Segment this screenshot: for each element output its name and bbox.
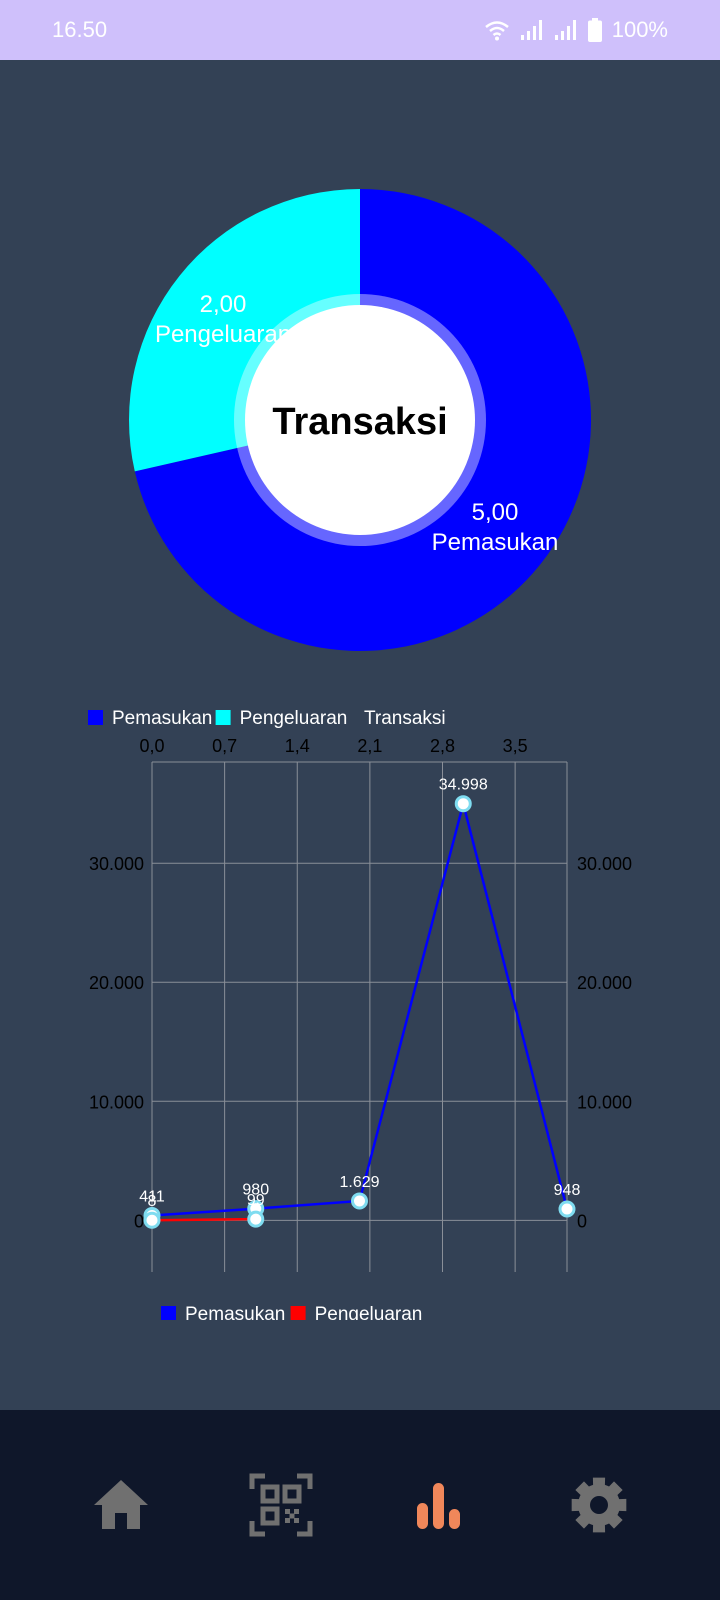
battery-icon (587, 18, 602, 42)
donut-slice-value-label: 2,00 (200, 291, 247, 318)
legend-swatch (88, 710, 103, 725)
legend-label: Pemasukan (112, 708, 212, 729)
x-tick-label: 3,5 (503, 736, 528, 756)
x-tick-label: 0,0 (139, 736, 164, 756)
y-tick-label-right: 20.000 (577, 973, 632, 993)
y-tick-label-left: 30.000 (89, 854, 144, 874)
y-tick-label-right: 10.000 (577, 1092, 632, 1112)
x-tick-label: 0,7 (212, 736, 237, 756)
status-bar: 16.50 (0, 0, 720, 60)
x-tick-label: 2,1 (357, 736, 382, 756)
y-tick-label-left: 10.000 (89, 1092, 144, 1112)
donut-slice-pengeluaran[interactable] (129, 189, 360, 472)
donut-chart[interactable]: Transaksi 5,00 Pemasukan 2,00 Pengeluaran (0, 60, 720, 680)
status-time: 16.50 (52, 17, 108, 42)
series-line-pemasukan (151, 798, 569, 1217)
legend-swatch (161, 1306, 176, 1320)
data-point[interactable] (247, 1210, 265, 1228)
data-label: 8 (148, 1193, 157, 1210)
y-tick-label-left: 20.000 (89, 973, 144, 993)
donut-slice-name-label: Pengeluaran (155, 321, 291, 348)
donut-slice-pemasukan[interactable] (134, 189, 591, 651)
data-point[interactable] (143, 1211, 161, 1229)
x-tick-label: 2,8 (430, 736, 455, 756)
donut-hole (245, 305, 475, 535)
signal-icon (520, 19, 544, 41)
home-icon (94, 1480, 148, 1529)
data-point[interactable] (454, 795, 472, 813)
data-point[interactable] (351, 1192, 368, 1210)
y-tick-label-right: 0 (577, 1211, 587, 1231)
legend-swatch (290, 1306, 306, 1320)
x-tick-label: 1,4 (285, 736, 310, 756)
data-label: 1.629 (339, 1174, 379, 1191)
signal-icon (554, 19, 578, 41)
series-line-pengeluaran (151, 1217, 256, 1222)
data-label: 99 (247, 1192, 265, 1209)
legend-label: Pengeluaran (240, 708, 348, 729)
line-chart[interactable]: Pemasukan Pengeluaran Transaksi 0,0 0,7 1,4 2,… (0, 680, 720, 1320)
status-icons: 100% (484, 17, 668, 43)
data-label: 980 (242, 1182, 269, 1199)
donut-center-label: Transaksi (272, 401, 447, 443)
wifi-icon (484, 19, 510, 41)
donut-slice-name-label: Pemasukan (432, 529, 559, 556)
nav-settings[interactable] (564, 1470, 634, 1540)
legend-swatch (215, 710, 231, 725)
bar-chart-icon (417, 1483, 460, 1529)
nav-qr-scan[interactable] (246, 1470, 316, 1540)
nav-statistics[interactable] (404, 1470, 474, 1540)
qr-scan-icon (249, 1473, 313, 1537)
data-label: 411 (139, 1188, 165, 1205)
settings-icon (571, 1477, 627, 1533)
legend-label: Transaksi (364, 708, 446, 729)
data-label: 34.998 (439, 777, 488, 794)
donut-slice-value-label: 5,00 (472, 499, 519, 526)
y-tick-label-left: 0 (134, 1211, 144, 1231)
battery-percent: 100% (611, 17, 668, 42)
nav-home[interactable] (86, 1470, 156, 1540)
main-content: Transaksi 5,00 Pemasukan 2,00 Pengeluaran Pe… (0, 60, 720, 1410)
data-label: 948 (554, 1182, 581, 1199)
y-tick-label-right: 30.000 (577, 854, 632, 874)
bottom-navigation (0, 1410, 720, 1600)
legend-label: Pengeluaran (315, 1304, 423, 1320)
legend-label: Pemasukan (185, 1304, 285, 1320)
data-point[interactable] (558, 1200, 576, 1218)
